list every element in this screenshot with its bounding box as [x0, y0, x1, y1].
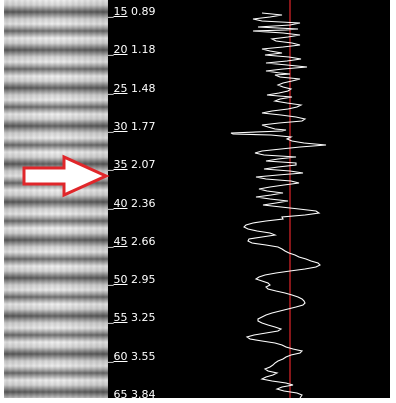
tick-distance: 25	[113, 81, 128, 95]
tick-depth: 3.55	[131, 349, 156, 363]
depth-tick-label: _60 3.55	[108, 349, 156, 363]
tick-distance: 45	[113, 234, 128, 248]
tick-depth: 1.48	[131, 81, 156, 95]
tick-distance: 20	[113, 43, 128, 57]
arrow-icon	[22, 154, 110, 198]
tick-distance: 60	[113, 349, 128, 363]
tick-distance: 30	[113, 119, 128, 133]
amplitude-trace	[230, 12, 327, 398]
tick-distance: 40	[113, 196, 128, 210]
tick-depth: 0.89	[131, 5, 156, 18]
depth-tick-label: _35 2.07	[108, 158, 156, 172]
depth-tick-label: _65 3.84	[108, 388, 198, 398]
trace-panel: _15 0.89 _20 1.18 _25 1.48 _30 1.77 _35 2.07…	[108, 0, 390, 398]
tick-distance: 65	[113, 388, 128, 398]
tick-depth: 2.95	[131, 273, 156, 287]
depth-tick-label: _40 2.36	[108, 196, 156, 210]
tick-depth: 1.18	[131, 43, 156, 57]
tick-distance: 35	[113, 158, 128, 172]
tick-depth: 2.36	[131, 196, 156, 210]
depth-tick-label: _45 2.66	[108, 234, 156, 248]
depth-tick-label: _15 0.89	[108, 5, 156, 18]
depth-tick-label: _50 2.95	[108, 273, 156, 287]
tick-depth: 1.77	[131, 119, 156, 133]
tick-depth: 2.66	[131, 234, 156, 248]
depth-tick-label: _55 3.25	[108, 311, 156, 325]
tick-distance: 50	[113, 273, 128, 287]
depth-tick-label: _20 1.18	[108, 43, 156, 57]
tick-depth: 3.84	[131, 388, 156, 398]
tick-depth: 2.07	[131, 158, 156, 172]
tick-depth: 3.25	[131, 311, 156, 325]
trace-plot	[230, 0, 327, 398]
depth-tick-label: _25 1.48	[108, 81, 156, 95]
radargram-image	[4, 0, 108, 398]
depth-tick-label: _30 1.77	[108, 119, 156, 133]
tick-distance: 15	[113, 5, 128, 18]
tick-distance: 55	[113, 311, 128, 325]
